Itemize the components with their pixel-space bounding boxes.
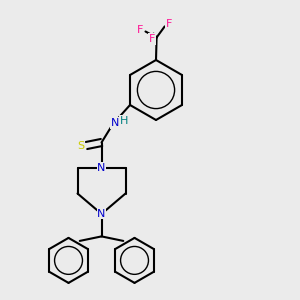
- Text: F: F: [137, 25, 143, 35]
- Text: F: F: [149, 34, 155, 44]
- Text: S: S: [77, 140, 84, 151]
- Text: N: N: [97, 209, 106, 219]
- Text: F: F: [166, 19, 172, 29]
- Text: H: H: [120, 116, 128, 126]
- Text: N: N: [97, 163, 106, 173]
- Text: N: N: [111, 118, 119, 128]
